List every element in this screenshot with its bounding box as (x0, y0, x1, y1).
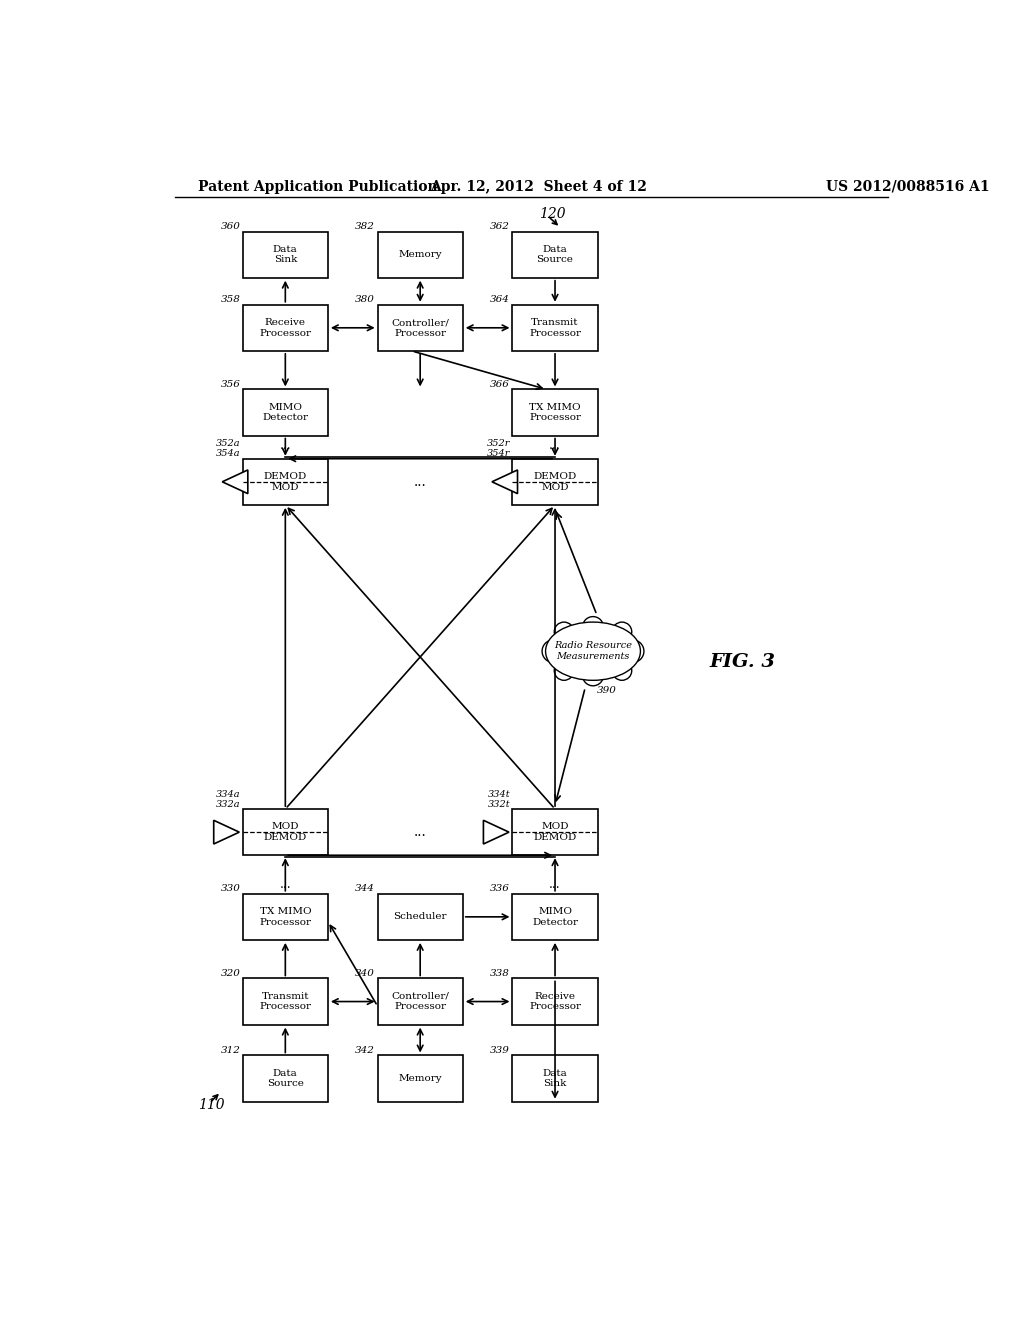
Bar (378, 978, 463, 1024)
Bar (512, 231, 598, 277)
Text: DEMOD
MOD: DEMOD MOD (264, 473, 307, 491)
Circle shape (612, 661, 632, 680)
Text: ...: ... (280, 440, 291, 453)
Text: 390: 390 (597, 686, 616, 694)
Bar (243, 809, 328, 855)
Text: Data
Sink: Data Sink (543, 1069, 567, 1088)
Text: 338: 338 (490, 969, 510, 978)
Text: ...: ... (414, 825, 427, 840)
Bar (243, 389, 328, 436)
Text: 339: 339 (490, 1047, 510, 1055)
Polygon shape (214, 820, 240, 843)
Text: Controller/
Processor: Controller/ Processor (391, 991, 450, 1011)
Text: 332t: 332t (487, 800, 510, 809)
Text: 364: 364 (490, 296, 510, 305)
Bar (243, 1056, 328, 1102)
Text: 352a: 352a (216, 440, 241, 449)
Circle shape (542, 640, 565, 663)
Text: 312: 312 (220, 1047, 241, 1055)
Text: 332a: 332a (216, 800, 241, 809)
Bar (243, 305, 328, 351)
Text: Memory: Memory (398, 1074, 442, 1082)
Text: ...: ... (549, 878, 561, 891)
Bar (243, 459, 328, 506)
Text: US 2012/0088516 A1: US 2012/0088516 A1 (825, 180, 989, 194)
Text: TX MIMO
Processor: TX MIMO Processor (259, 907, 311, 927)
Text: MOD
DEMOD: MOD DEMOD (264, 822, 307, 842)
Text: Data
Source: Data Source (537, 246, 573, 264)
Ellipse shape (546, 622, 640, 680)
Text: 330: 330 (220, 884, 241, 894)
Bar (243, 231, 328, 277)
Text: Receive
Processor: Receive Processor (529, 991, 581, 1011)
Text: 354a: 354a (216, 449, 241, 458)
Text: Transmit
Processor: Transmit Processor (259, 991, 311, 1011)
Text: Scheduler: Scheduler (393, 912, 446, 921)
Text: 340: 340 (355, 969, 375, 978)
Text: Controller/
Processor: Controller/ Processor (391, 318, 450, 338)
Text: 358: 358 (220, 296, 241, 305)
Text: MOD
DEMOD: MOD DEMOD (534, 822, 577, 842)
Polygon shape (492, 470, 517, 494)
Bar (378, 894, 463, 940)
Circle shape (554, 622, 573, 642)
Text: 342: 342 (355, 1047, 375, 1055)
Text: 334a: 334a (216, 789, 241, 799)
Text: 380: 380 (355, 296, 375, 305)
Circle shape (622, 640, 644, 663)
Bar (243, 894, 328, 940)
Bar (512, 978, 598, 1024)
Text: ...: ... (549, 440, 561, 453)
Bar (512, 389, 598, 436)
Text: Radio Resource
Measurements: Radio Resource Measurements (554, 642, 632, 661)
Polygon shape (483, 820, 509, 843)
Text: Memory: Memory (398, 251, 442, 259)
Text: Patent Application Publication: Patent Application Publication (198, 180, 437, 194)
Bar (243, 978, 328, 1024)
Text: MIMO
Detector: MIMO Detector (262, 403, 308, 422)
Text: Data
Source: Data Source (267, 1069, 304, 1088)
Text: 334t: 334t (487, 789, 510, 799)
Text: DEMOD
MOD: DEMOD MOD (534, 473, 577, 491)
Text: 120: 120 (539, 207, 565, 222)
Bar (512, 809, 598, 855)
Polygon shape (222, 470, 248, 494)
Text: 336: 336 (490, 884, 510, 894)
Bar (512, 1056, 598, 1102)
Circle shape (583, 616, 603, 638)
Text: 352r: 352r (486, 440, 510, 449)
Text: FIG. 3: FIG. 3 (710, 652, 775, 671)
Circle shape (554, 661, 573, 680)
Bar (378, 231, 463, 277)
Text: Transmit
Processor: Transmit Processor (529, 318, 581, 338)
Text: 344: 344 (355, 884, 375, 894)
Text: ...: ... (414, 475, 427, 488)
Bar (378, 305, 463, 351)
Text: Data
Sink: Data Sink (273, 246, 298, 264)
Bar (512, 305, 598, 351)
Ellipse shape (535, 615, 651, 686)
Bar (378, 1056, 463, 1102)
Text: 110: 110 (198, 1098, 224, 1113)
Text: 356: 356 (220, 380, 241, 389)
Text: Receive
Processor: Receive Processor (259, 318, 311, 338)
Text: 362: 362 (490, 222, 510, 231)
Bar (512, 894, 598, 940)
Text: 360: 360 (220, 222, 241, 231)
Circle shape (612, 622, 632, 642)
Text: MIMO
Detector: MIMO Detector (532, 907, 578, 927)
Text: 366: 366 (490, 380, 510, 389)
Bar (512, 459, 598, 506)
Text: 320: 320 (220, 969, 241, 978)
Text: ...: ... (280, 878, 291, 891)
Text: Apr. 12, 2012  Sheet 4 of 12: Apr. 12, 2012 Sheet 4 of 12 (430, 180, 647, 194)
Circle shape (583, 665, 603, 686)
Text: 354r: 354r (486, 449, 510, 458)
Text: 382: 382 (355, 222, 375, 231)
Text: TX MIMO
Processor: TX MIMO Processor (529, 403, 581, 422)
